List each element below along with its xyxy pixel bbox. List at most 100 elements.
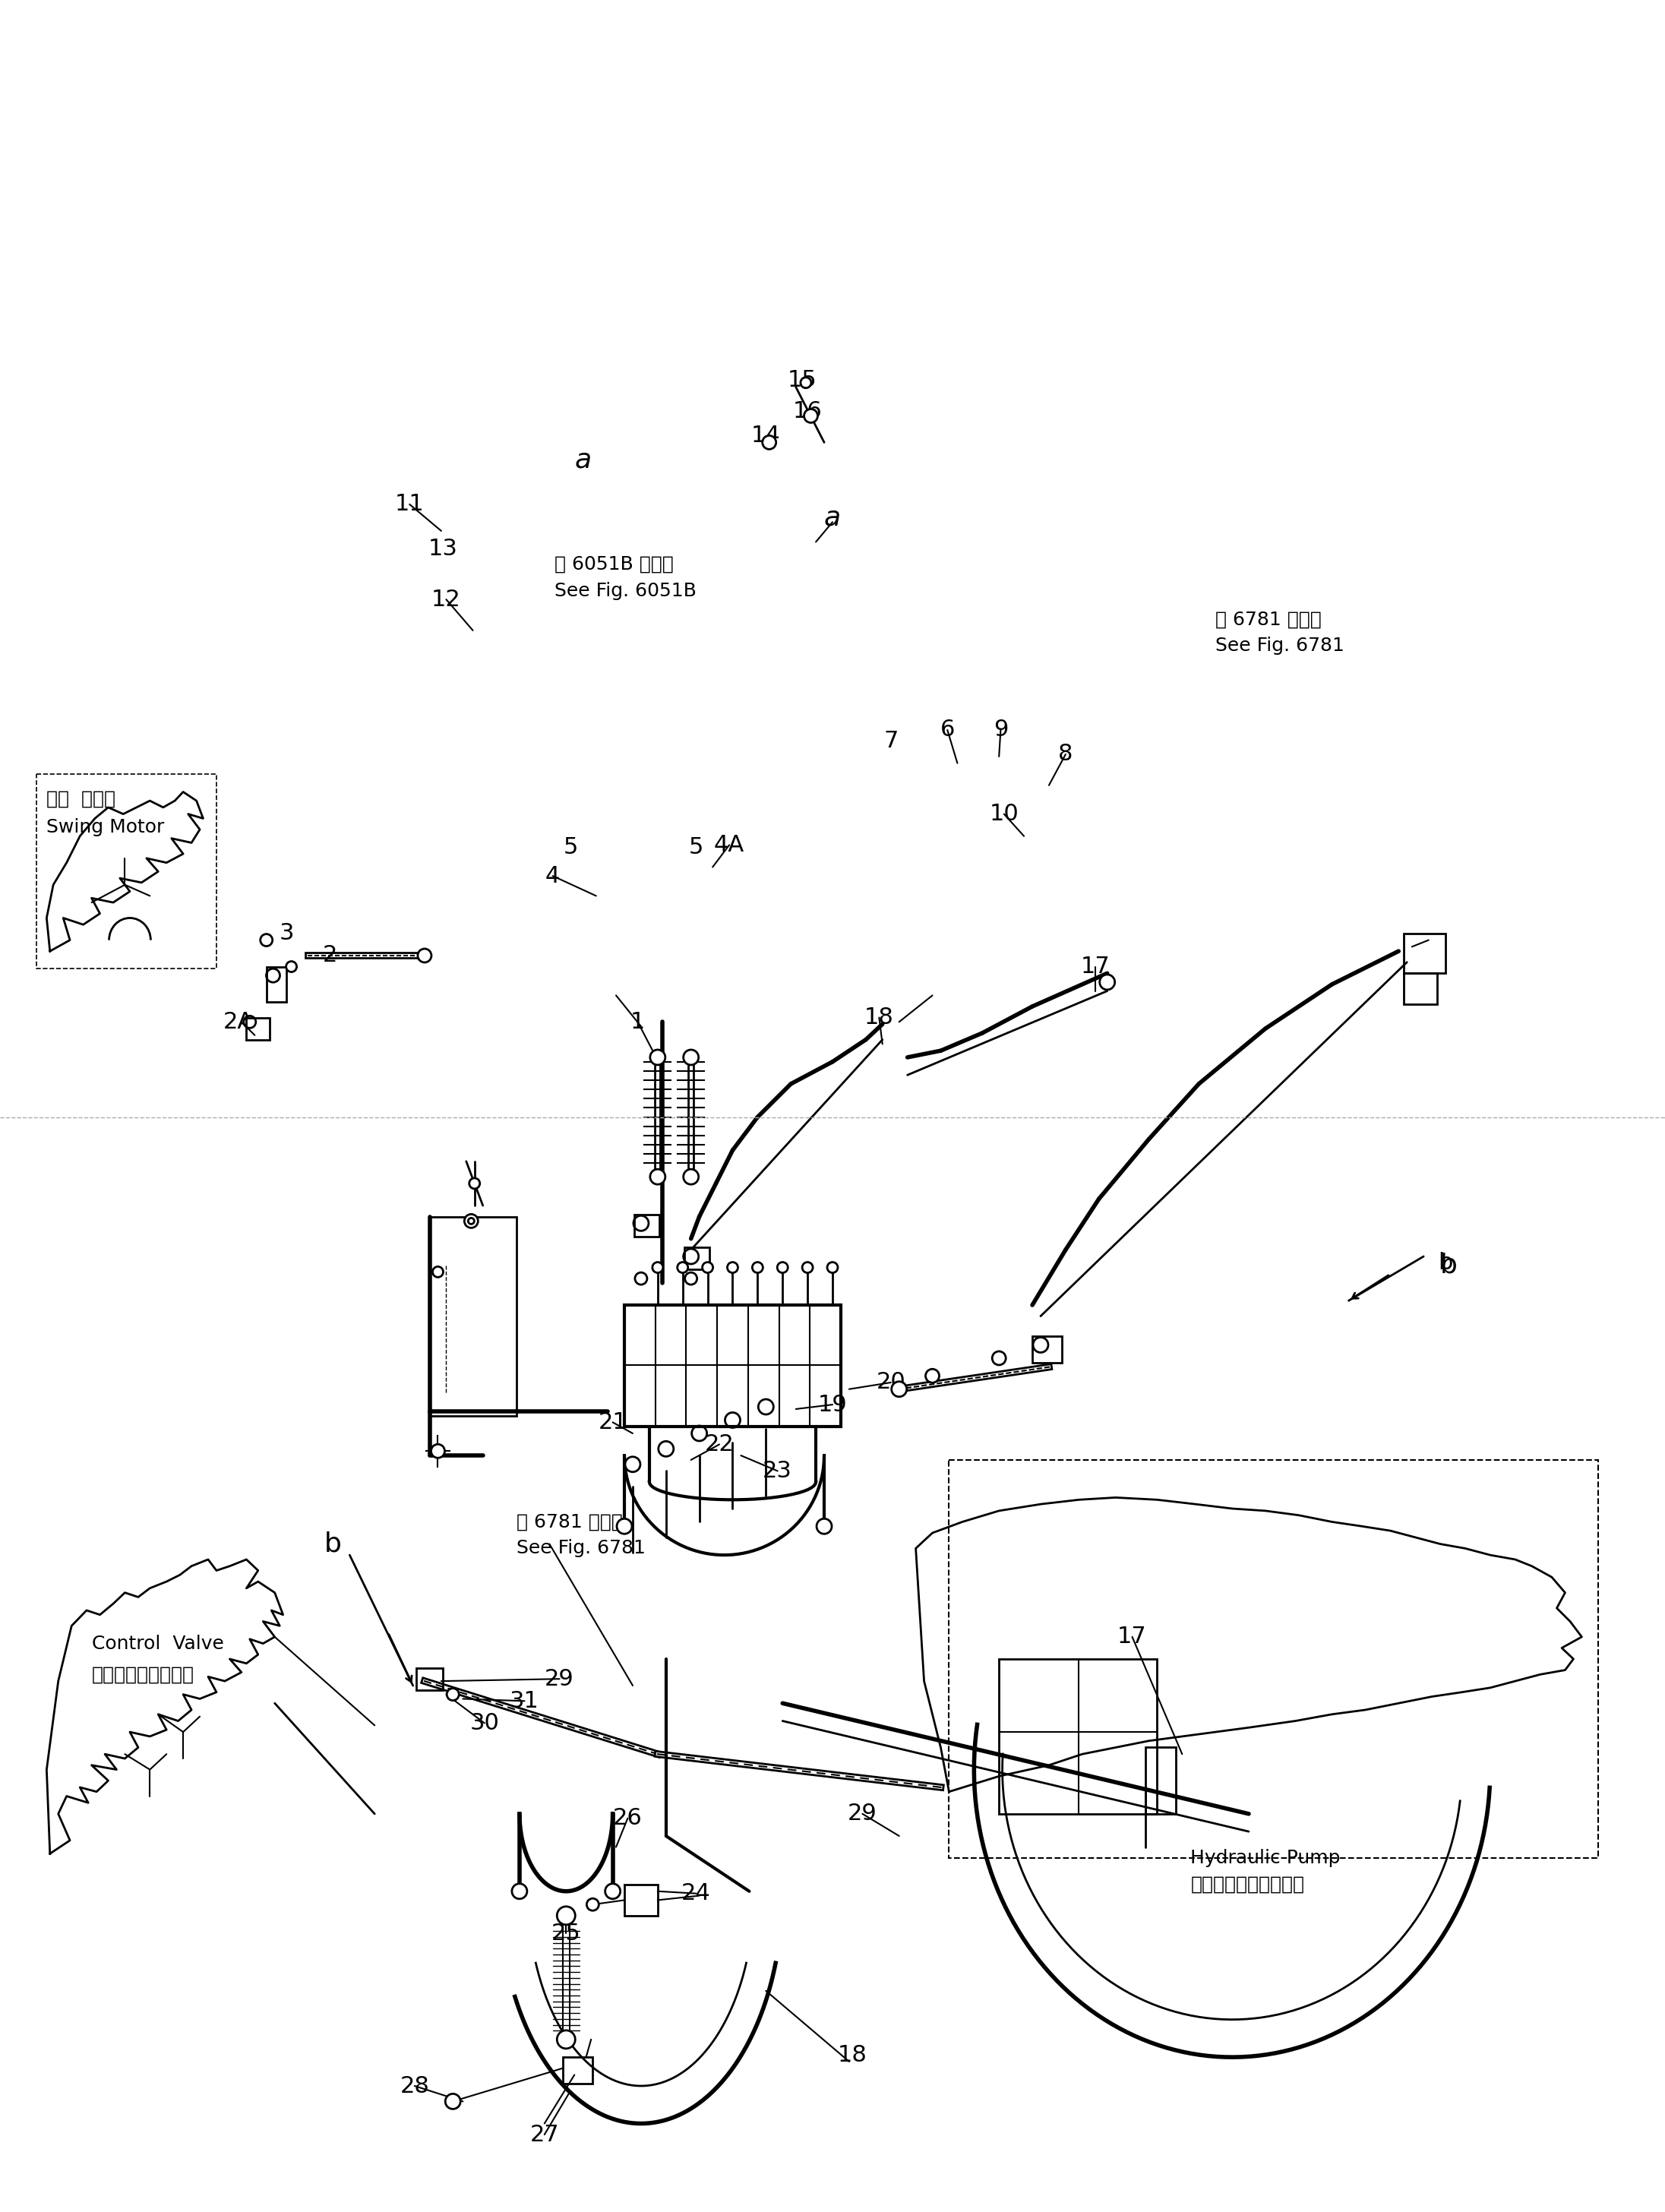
Circle shape bbox=[804, 409, 818, 422]
Circle shape bbox=[683, 1051, 699, 1064]
Bar bbox=[1404, 973, 1437, 1004]
Text: 29: 29 bbox=[847, 1803, 877, 1825]
Text: 10: 10 bbox=[989, 803, 1019, 825]
Text: 21: 21 bbox=[598, 1411, 628, 1433]
Bar bbox=[266, 967, 286, 1002]
Circle shape bbox=[266, 969, 280, 982]
Circle shape bbox=[891, 1382, 907, 1396]
Bar bbox=[430, 1217, 516, 1416]
Text: 20: 20 bbox=[876, 1371, 906, 1394]
Text: b: b bbox=[1440, 1252, 1457, 1279]
Circle shape bbox=[433, 1267, 443, 1276]
Text: 19: 19 bbox=[818, 1394, 847, 1416]
Text: a: a bbox=[574, 447, 591, 473]
Text: 30: 30 bbox=[470, 1712, 499, 1734]
Circle shape bbox=[470, 1179, 480, 1188]
Circle shape bbox=[586, 1898, 599, 1911]
Text: 旋回  モータ: 旋回 モータ bbox=[47, 790, 117, 807]
Bar bbox=[246, 1018, 270, 1040]
Circle shape bbox=[828, 1263, 837, 1272]
Text: 24: 24 bbox=[681, 1882, 711, 1905]
Text: 2: 2 bbox=[323, 945, 336, 967]
Text: Control  Valve: Control Valve bbox=[92, 1635, 223, 1652]
Circle shape bbox=[683, 1250, 699, 1263]
Circle shape bbox=[803, 1263, 813, 1272]
Text: 28: 28 bbox=[400, 2075, 430, 2097]
Circle shape bbox=[616, 1520, 633, 1533]
Text: ハイドロリックポンプ: ハイドロリックポンプ bbox=[1190, 1876, 1304, 1893]
Text: 第 6781 図参照: 第 6781 図参照 bbox=[1215, 611, 1322, 628]
Bar bbox=[1404, 933, 1445, 973]
Bar bbox=[634, 1214, 659, 1237]
Circle shape bbox=[633, 1217, 649, 1230]
Circle shape bbox=[445, 2095, 461, 2108]
Text: 22: 22 bbox=[704, 1433, 734, 1455]
Circle shape bbox=[446, 1688, 460, 1701]
Text: 5: 5 bbox=[564, 836, 578, 858]
Circle shape bbox=[653, 1263, 663, 1272]
Bar bbox=[1146, 1747, 1175, 1814]
Circle shape bbox=[683, 1170, 699, 1183]
Text: b: b bbox=[1439, 1252, 1452, 1274]
Circle shape bbox=[992, 1352, 1006, 1365]
Text: 14: 14 bbox=[751, 425, 781, 447]
Text: Hydraulic Pump: Hydraulic Pump bbox=[1190, 1849, 1340, 1867]
Circle shape bbox=[465, 1214, 478, 1228]
Bar bbox=[999, 1659, 1157, 1814]
Circle shape bbox=[801, 378, 811, 387]
Text: 13: 13 bbox=[428, 538, 458, 560]
Text: 25: 25 bbox=[551, 1922, 581, 1944]
Text: 8: 8 bbox=[1059, 743, 1072, 765]
Circle shape bbox=[758, 1400, 774, 1413]
Circle shape bbox=[816, 1520, 832, 1533]
Text: 17: 17 bbox=[1081, 956, 1111, 978]
Text: 31: 31 bbox=[509, 1690, 539, 1712]
Bar bbox=[624, 1305, 841, 1427]
Circle shape bbox=[724, 1413, 741, 1427]
Bar bbox=[563, 2057, 593, 2084]
Text: See Fig. 6781: See Fig. 6781 bbox=[1215, 637, 1344, 655]
Bar bbox=[949, 1460, 1598, 1858]
Circle shape bbox=[678, 1263, 688, 1272]
Circle shape bbox=[691, 1427, 708, 1440]
Circle shape bbox=[753, 1263, 763, 1272]
Bar bbox=[416, 1668, 443, 1690]
Text: Swing Motor: Swing Motor bbox=[47, 818, 165, 836]
Text: 12: 12 bbox=[431, 588, 461, 611]
Text: コントロールバルブ: コントロールバルブ bbox=[92, 1666, 195, 1683]
Bar bbox=[624, 1885, 658, 1916]
Circle shape bbox=[728, 1263, 738, 1272]
Circle shape bbox=[624, 1458, 641, 1471]
Circle shape bbox=[684, 1272, 698, 1285]
Text: 18: 18 bbox=[837, 2044, 867, 2066]
Text: 18: 18 bbox=[864, 1006, 894, 1029]
Circle shape bbox=[243, 1015, 256, 1029]
Text: 第 6051B 図参照: 第 6051B 図参照 bbox=[554, 555, 674, 573]
Circle shape bbox=[468, 1219, 475, 1223]
Text: 23: 23 bbox=[763, 1460, 793, 1482]
Bar bbox=[684, 1248, 709, 1270]
Circle shape bbox=[703, 1263, 713, 1272]
Text: 26: 26 bbox=[613, 1807, 643, 1829]
Circle shape bbox=[558, 2031, 574, 2048]
Circle shape bbox=[558, 1907, 574, 1924]
Circle shape bbox=[431, 1444, 445, 1458]
Circle shape bbox=[778, 1263, 788, 1272]
Text: 7: 7 bbox=[884, 730, 897, 752]
Text: 第 6781 図参照: 第 6781 図参照 bbox=[516, 1513, 623, 1531]
Circle shape bbox=[604, 1885, 621, 1898]
Text: 5: 5 bbox=[689, 836, 703, 858]
Text: 1: 1 bbox=[631, 1011, 644, 1033]
Bar bbox=[1032, 1336, 1062, 1363]
Text: 2A: 2A bbox=[223, 1011, 253, 1033]
Circle shape bbox=[511, 1885, 528, 1898]
Circle shape bbox=[286, 962, 296, 971]
Text: a: a bbox=[824, 504, 841, 531]
Text: 29: 29 bbox=[544, 1668, 574, 1690]
Circle shape bbox=[763, 436, 776, 449]
Circle shape bbox=[1032, 1338, 1049, 1352]
Circle shape bbox=[926, 1369, 939, 1382]
Text: 17: 17 bbox=[1117, 1626, 1147, 1648]
Text: 4: 4 bbox=[546, 865, 559, 887]
Circle shape bbox=[658, 1442, 674, 1455]
